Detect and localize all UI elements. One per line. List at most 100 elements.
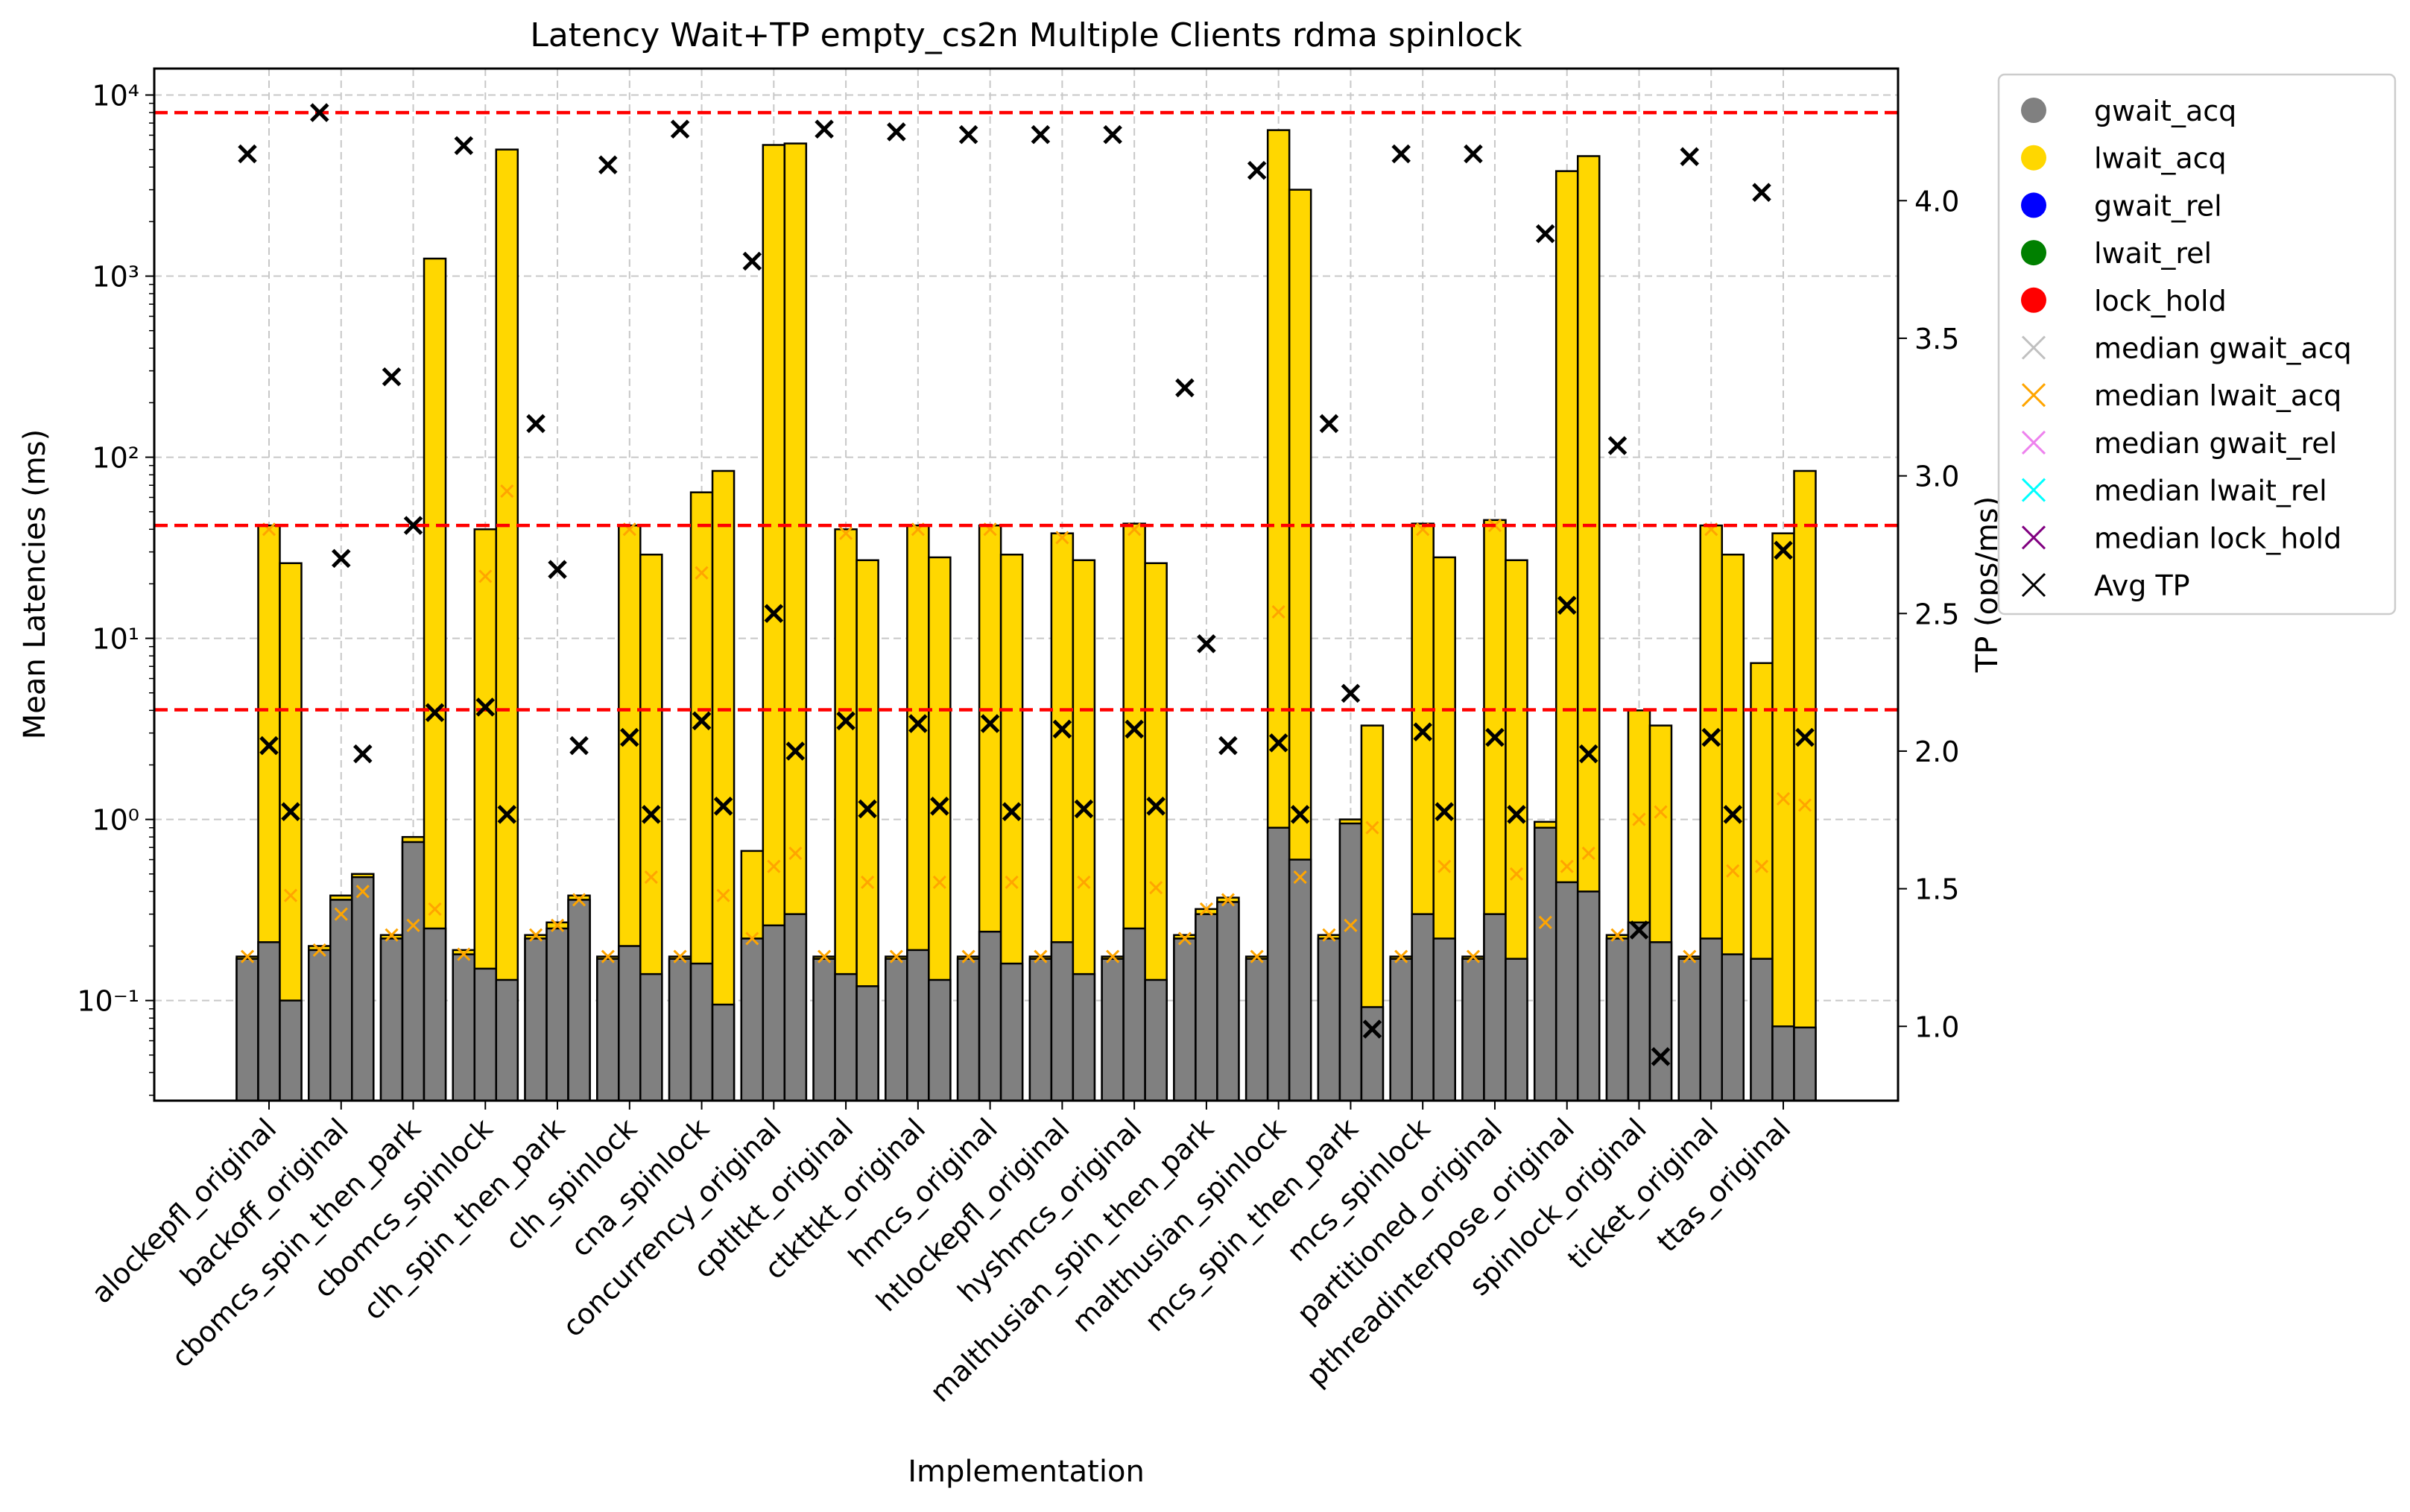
avg-tp-marker — [815, 119, 834, 139]
median-lwait-acq-marker-stroke-b — [961, 949, 975, 964]
bar-gwait-acq — [524, 937, 548, 1102]
bar-gwait-acq — [906, 949, 930, 1102]
bar-gwait-acq — [978, 930, 1002, 1102]
avg-tp-marker-stroke-b — [1557, 595, 1577, 615]
avg-tp-marker — [1485, 727, 1505, 747]
avg-tp-marker — [958, 124, 978, 145]
median-lwait-acq-marker-stroke-b — [457, 947, 471, 961]
bar-gwait-acq — [495, 978, 519, 1102]
avg-tp-marker — [1557, 595, 1577, 615]
avg-tp-marker-stroke-b — [352, 744, 373, 764]
median-lwait-acq-marker-stroke-b — [1654, 805, 1668, 819]
bar-gwait-acq — [1144, 978, 1168, 1102]
median-lwait-acq-marker-stroke-b — [817, 949, 832, 964]
bar-gwait-acq — [1288, 858, 1312, 1102]
median-lwait-acq-marker — [601, 949, 615, 964]
bar-gwait-acq — [762, 924, 786, 1102]
avg-tp-marker-stroke-b — [1464, 144, 1483, 164]
bar-gwait-acq — [1266, 826, 1291, 1102]
avg-tp-marker — [1629, 920, 1649, 940]
plot-frame — [153, 67, 1900, 1102]
bar-gwait-acq — [1483, 913, 1507, 1102]
avg-tp-marker-stroke-b — [331, 548, 351, 569]
avg-tp-marker — [642, 805, 661, 824]
median-lwait-acq-marker-stroke-b — [1726, 864, 1740, 878]
y2-tick-label: 1.0 — [1914, 1010, 1959, 1043]
median-lwait-acq-marker — [572, 893, 586, 907]
median-lwait-acq-marker — [500, 484, 514, 499]
y2-tick-label: 2.0 — [1914, 736, 1959, 768]
legend-x-marker — [2021, 335, 2046, 360]
avg-tp-marker-stroke-b — [1485, 727, 1505, 747]
bar-gwait-acq — [668, 958, 692, 1102]
median-lwait-acq-marker-stroke-b — [572, 893, 586, 907]
avg-tp-marker — [713, 797, 733, 816]
legend-item: lock_hold — [2021, 285, 2227, 317]
avg-tp-marker — [1607, 436, 1628, 455]
avg-tp-marker-stroke-b — [836, 711, 855, 731]
legend-x-marker-stroke-b — [2021, 335, 2046, 360]
avg-tp-marker-stroke-b — [1535, 224, 1555, 244]
avg-tp-marker — [1175, 378, 1195, 398]
avg-tp-marker-stroke-b — [548, 560, 567, 579]
avg-tp-marker-stroke-b — [1774, 540, 1793, 560]
legend-circle-marker — [2021, 240, 2046, 266]
bar-gwait-acq — [235, 958, 259, 1102]
y-axis-label: Mean Latencies (ms) — [18, 429, 52, 739]
legend-label: median gwait_rel — [2094, 427, 2337, 460]
bar-lwait-acq — [495, 148, 519, 1102]
bar-gwait-acq — [999, 962, 1024, 1102]
y2-tick-label: 3.0 — [1914, 461, 1959, 493]
avg-tp-marker — [1413, 722, 1432, 741]
median-lwait-acq-marker — [528, 928, 543, 942]
median-lwait-acq-marker-stroke-b — [385, 928, 399, 942]
median-lwait-acq-marker — [1077, 875, 1091, 889]
y-tick-label: 10⁰ — [92, 804, 139, 837]
avg-tp-marker — [1146, 797, 1166, 816]
avg-tp-marker — [858, 799, 877, 819]
median-lwait-acq-marker-stroke-b — [1632, 812, 1646, 826]
median-lwait-acq-marker-stroke-b — [1344, 918, 1358, 932]
bar-gwait-acq — [1555, 881, 1579, 1102]
bar-gwait-acq — [1028, 958, 1053, 1102]
median-lwait-acq-marker — [716, 888, 730, 902]
median-lwait-acq-marker-stroke-b — [1199, 902, 1213, 916]
median-lwait-acq-marker-stroke-b — [478, 569, 493, 583]
bar-gwait-acq — [689, 962, 714, 1102]
legend-label: lock_hold — [2094, 285, 2227, 317]
legend-label: lwait_rel — [2094, 237, 2212, 270]
median-lwait-acq-marker — [1754, 859, 1769, 873]
median-lwait-acq-marker — [1250, 949, 1264, 964]
avg-tp-marker — [670, 119, 690, 139]
avg-tp-marker — [309, 103, 329, 122]
median-lwait-acq-marker-stroke-b — [1322, 928, 1336, 942]
median-lwait-acq-marker — [478, 569, 493, 583]
avg-tp-marker-stroke-b — [1435, 802, 1454, 821]
legend-x-marker — [2021, 478, 2046, 502]
median-lwait-acq-marker — [1538, 915, 1552, 929]
bar-gwait-acq — [1050, 941, 1075, 1102]
median-lwait-acq-marker-stroke-b — [1250, 949, 1264, 964]
median-lwait-acq-marker-stroke-b — [1560, 859, 1574, 873]
median-lwait-acq-marker-stroke-b — [839, 526, 853, 540]
median-lwait-acq-marker-stroke-b — [1509, 867, 1524, 881]
median-lwait-acq-marker — [283, 888, 298, 902]
median-lwait-acq-marker-stroke-b — [1077, 875, 1091, 889]
avg-tp-marker — [1752, 183, 1771, 202]
legend-label: Avg TP — [2094, 569, 2190, 602]
y2-tick-label: 4.0 — [1914, 185, 1959, 218]
bar-gwait-acq — [596, 958, 620, 1102]
median-lwait-acq-marker — [861, 875, 875, 889]
median-lwait-acq-marker — [1797, 798, 1812, 812]
median-lwait-acq-marker-stroke-b — [550, 918, 565, 932]
legend-box — [1997, 73, 2397, 616]
bar-gwait-acq — [257, 941, 281, 1102]
avg-tp-marker-stroke-b — [1125, 719, 1144, 739]
legend-x-marker — [2021, 572, 2046, 598]
avg-tp-marker-stroke-b — [238, 144, 257, 164]
avg-tp-marker-stroke-b — [1680, 147, 1700, 166]
legend-item: median lwait_acq — [2021, 379, 2341, 412]
bar-gwait-acq — [1244, 958, 1269, 1102]
median-lwait-acq-marker — [889, 949, 903, 964]
